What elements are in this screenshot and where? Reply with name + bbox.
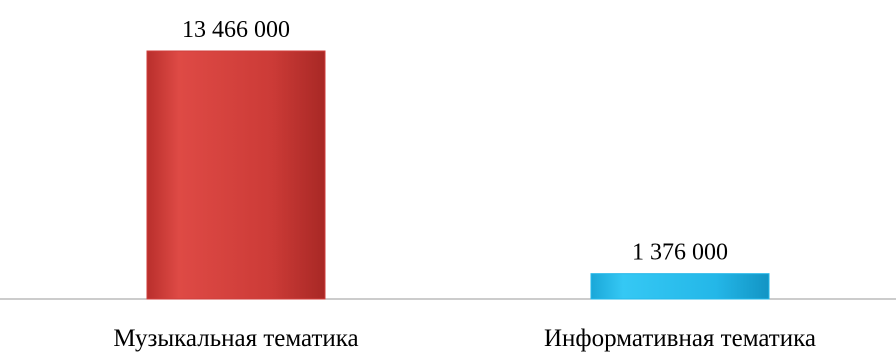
category-label-1: Музыкальная тематика bbox=[113, 325, 358, 352]
bar-value-label-1: 13 466 000 bbox=[182, 17, 290, 43]
bars-group bbox=[146, 50, 770, 300]
category-labels-group: Музыкальная тематика Информативная темати… bbox=[113, 325, 816, 352]
category-label-2: Информативная тематика bbox=[544, 325, 816, 352]
value-labels-group: 13 466 000 1 376 000 bbox=[182, 17, 728, 266]
bar-2 bbox=[590, 273, 770, 300]
bar-1 bbox=[146, 50, 326, 300]
bar-value-label-2: 1 376 000 bbox=[632, 240, 728, 266]
